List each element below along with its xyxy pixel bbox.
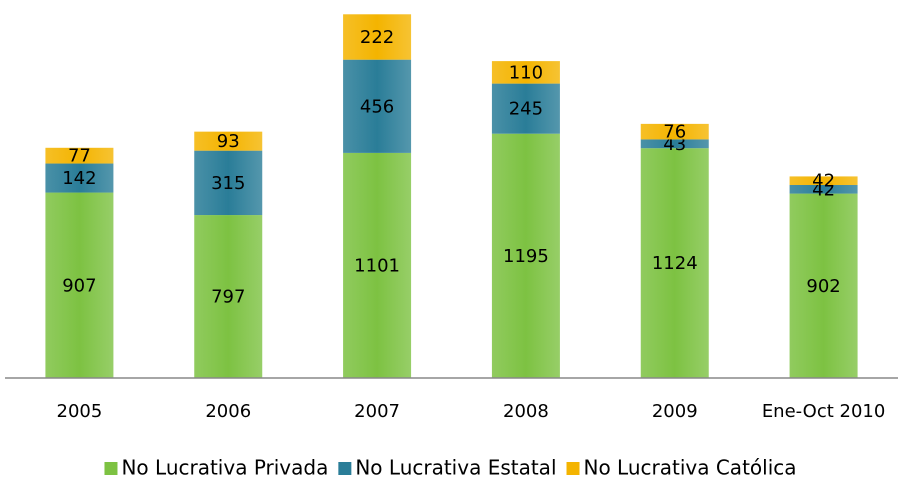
legend-swatch — [566, 462, 580, 475]
value-label: 1124 — [652, 253, 698, 274]
value-label: 77 — [68, 146, 91, 167]
x-tick-label: 2008 — [503, 401, 549, 422]
legend-swatch — [338, 462, 352, 475]
bar-segment — [194, 215, 263, 378]
value-label: 110 — [509, 62, 543, 83]
bar-segment — [45, 192, 114, 378]
value-label: 245 — [509, 99, 543, 120]
bar-segment — [491, 61, 560, 84]
x-tick-label: Ene-Oct 2010 — [762, 401, 886, 422]
legend-label: No Lucrativa Privada — [121, 456, 328, 480]
x-tick-label: 2006 — [205, 401, 251, 422]
bar-segment — [491, 83, 560, 134]
value-label: 907 — [62, 275, 96, 296]
x-tick-label: 2009 — [652, 401, 698, 422]
bar-segment — [194, 150, 263, 216]
bar-segment — [789, 185, 858, 194]
bar-segment — [789, 193, 858, 378]
value-label: 1195 — [503, 246, 549, 267]
value-label: 1101 — [354, 255, 400, 276]
value-label: 456 — [360, 96, 394, 117]
legend-label: No Lucrativa Estatal — [355, 456, 556, 480]
bar-segment — [45, 163, 114, 193]
value-label: 76 — [663, 122, 686, 143]
legend-label: No Lucrativa Católica — [584, 456, 797, 480]
bar-segment — [194, 131, 263, 151]
bar-segment — [343, 152, 412, 378]
value-label: 93 — [217, 131, 240, 152]
bar-segment — [45, 147, 114, 164]
value-label: 315 — [211, 173, 245, 194]
bar-segment — [343, 59, 412, 153]
x-tick-label: 2005 — [57, 401, 103, 422]
value-label: 222 — [360, 27, 394, 48]
value-label: 142 — [62, 168, 96, 189]
x-tick-label: 2007 — [354, 401, 400, 422]
bar-segment — [343, 14, 412, 60]
bar-segment — [640, 148, 709, 378]
bar-segment — [640, 123, 709, 140]
legend-swatch — [104, 462, 118, 475]
value-label: 797 — [211, 287, 245, 308]
bar-segment — [640, 139, 709, 149]
value-label: 902 — [806, 276, 840, 297]
value-label: 42 — [812, 171, 835, 192]
bar-segment — [789, 176, 858, 186]
bar-segment — [491, 133, 560, 378]
